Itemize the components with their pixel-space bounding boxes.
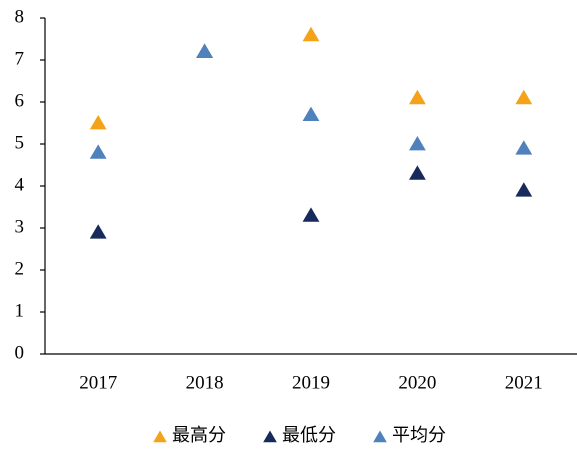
legend-marker xyxy=(263,430,277,443)
legend-marker xyxy=(153,430,167,443)
y-tick-label: 8 xyxy=(15,6,25,27)
y-tick-label: 5 xyxy=(15,132,25,153)
marker xyxy=(515,140,533,155)
marker xyxy=(409,165,426,180)
marker xyxy=(89,115,107,130)
marker xyxy=(89,224,107,239)
y-tick-label: 1 xyxy=(15,300,25,321)
legend-label: 最高分 xyxy=(172,425,226,446)
marker xyxy=(515,182,533,197)
y-tick-label: 0 xyxy=(15,342,25,363)
legend-label: 平均分 xyxy=(392,425,446,446)
y-tick-label: 7 xyxy=(15,48,25,69)
y-tick-label: 4 xyxy=(15,174,25,195)
marker xyxy=(302,26,320,42)
marker xyxy=(409,136,426,151)
marker xyxy=(515,89,533,105)
y-tick-label: 3 xyxy=(15,216,25,237)
y-tick-label: 6 xyxy=(15,90,25,111)
y-tick-label: 2 xyxy=(15,258,25,279)
marker xyxy=(409,89,426,105)
legend-marker xyxy=(373,430,387,443)
x-tick-label: 2018 xyxy=(186,372,224,393)
x-tick-label: 2021 xyxy=(505,372,543,393)
legend-label: 最低分 xyxy=(282,425,336,446)
x-tick-label: 2019 xyxy=(292,372,330,393)
x-tick-label: 2017 xyxy=(79,372,117,393)
marker xyxy=(302,207,320,222)
marker xyxy=(196,43,213,58)
marker xyxy=(302,106,320,121)
marker xyxy=(89,144,107,159)
x-tick-label: 2020 xyxy=(398,372,436,393)
